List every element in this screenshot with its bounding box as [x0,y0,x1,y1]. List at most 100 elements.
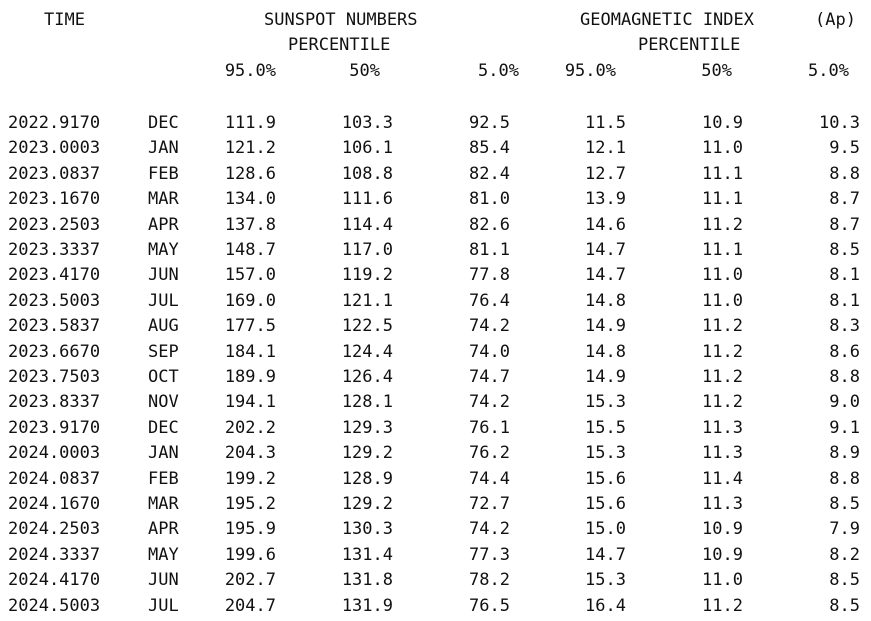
geomag-50-cell: 11.1 [702,163,743,184]
sunspot-5-cell: 74.0 [469,341,510,362]
geomag-5-cell: 8.5 [829,240,860,260]
sunspot-5-cell: 78.2 [469,570,510,591]
geomag-95-cell: 12.7 [585,163,626,184]
geomag-5-cell: 8.1 [829,265,860,286]
time-cell: 2024.0837 [8,468,101,489]
time-cell: 2023.5003 [8,290,101,311]
table-row: 2023.3337 MAY 148.7 117.0 81.1 14.7 11.1 8.5 [0,240,871,266]
table-row: 2023.0837 FEB 128.6 108.8 82.4 12.7 11.1 8.8 [0,164,871,190]
table-row: 2023.2503 APR 137.8 114.4 82.6 14.6 11.2 8.7 [0,215,871,241]
time-cell: 2024.5003 [8,595,101,616]
geomag-50-cell: 11.3 [702,443,743,464]
time-cell: 2023.0837 [8,163,101,184]
table-row: 2024.5003 JUL 204.7 131.9 76.5 16.4 11.2 8.5 [0,596,871,621]
sunspot-50-cell: 131.8 [341,570,393,591]
month-cell: MAY [148,240,179,260]
sunspot-50-cell: 122.5 [341,316,393,337]
sunspot-5-cell: 82.6 [469,214,510,235]
geomag-50-cell: 10.9 [702,544,743,565]
sunspot-50-cell: 106.1 [341,138,393,159]
time-cell: 2023.2503 [8,214,101,235]
sunspot-50-cell: 108.8 [341,163,393,184]
table-row: 2024.2503 APR 195.9 130.3 74.2 15.0 10.9 7.9 [0,519,871,545]
geomag-95-cell: 14.9 [585,316,626,337]
sunspot-5-cell: 76.5 [469,595,510,616]
sunspot-5-cell: 76.2 [469,443,510,464]
sunspot-5-cell: 76.4 [469,290,510,311]
sunspot-50-header: 50% [349,61,380,81]
time-cell: 2024.0003 [8,443,101,464]
geomag-5-cell: 8.7 [829,214,860,235]
geomag-50-cell: 11.2 [702,392,743,413]
sunspot-5-header: 5.0% [478,61,519,81]
sunspot-percentile-label: PERCENTILE [288,35,391,55]
geomag-95-cell: 15.6 [585,494,626,514]
sunspot-50-cell: 131.9 [341,595,393,616]
table-row: 2023.0003 JAN 121.2 106.1 85.4 12.1 11.0 9.5 [0,138,871,164]
sunspot-50-cell: 131.4 [341,544,393,565]
time-cell: 2024.3337 [8,544,101,565]
month-cell: MAY [148,544,179,565]
geomag-95-cell: 14.7 [585,265,626,286]
month-cell: AUG [148,316,179,337]
time-cell: 2022.9170 [8,113,101,133]
sunspot-95-cell: 199.2 [224,468,276,489]
geomag-5-cell: 8.5 [829,494,860,514]
geomag-5-cell: 8.8 [829,367,860,387]
sunspot-50-cell: 126.4 [341,367,393,387]
sunspot-95-cell: 202.7 [224,570,276,591]
geomag-95-cell: 14.7 [585,544,626,565]
table-row: 2023.5837 AUG 177.5 122.5 74.2 14.9 11.2 8.3 [0,316,871,342]
geomag-95-cell: 15.5 [585,417,626,438]
month-cell: FEB [148,163,179,184]
sunspot-50-cell: 129.3 [341,417,393,438]
geomag-5-cell: 9.5 [829,138,860,159]
table-row: 2024.3337 MAY 199.6 131.4 77.3 14.7 10.9 8.2 [0,545,871,571]
geomag-5-cell: 8.3 [829,316,860,337]
month-cell: FEB [148,468,179,489]
time-cell: 2023.4170 [8,265,101,286]
sunspot-5-cell: 74.7 [469,367,510,387]
geomag-50-cell: 11.2 [702,316,743,337]
ap-unit-label: (Ap) [815,10,856,30]
sunspot-95-header: 95.0% [224,61,276,81]
sunspot-50-cell: 129.2 [341,443,393,464]
sunspot-95-cell: 184.1 [224,341,276,362]
sunspot-95-cell: 134.0 [224,189,276,210]
geomag-5-cell: 8.6 [829,341,860,362]
table-row: 2023.6670 SEP 184.1 124.4 74.0 14.8 11.2 8.6 [0,342,871,368]
geomag-50-cell: 11.0 [702,265,743,286]
sunspot-95-cell: 121.2 [224,138,276,159]
month-cell: JUN [148,570,179,591]
sunspot-95-cell: 177.5 [224,316,276,337]
geomag-95-cell: 12.1 [585,138,626,159]
geomag-95-cell: 15.3 [585,392,626,413]
geomag-95-cell: 15.3 [585,570,626,591]
sunspot-95-cell: 148.7 [224,240,276,260]
sunspot-50-cell: 128.9 [341,468,393,489]
table-row: 2024.1670 MAR 195.2 129.2 72.7 15.6 11.3 8.5 [0,494,871,520]
geomag-5-cell: 8.5 [829,595,860,616]
geomag-95-cell: 15.0 [585,519,626,540]
geomag-50-cell: 11.0 [702,138,743,159]
month-cell: JAN [148,138,179,159]
sunspot-50-cell: 121.1 [341,290,393,311]
time-cell: 2023.7503 [8,367,101,387]
sunspot-5-cell: 82.4 [469,163,510,184]
sunspot-5-cell: 74.4 [469,468,510,489]
sunspot-50-cell: 124.4 [341,341,393,362]
geomag-95-cell: 14.7 [585,240,626,260]
geomag-95-cell: 14.6 [585,214,626,235]
table-row: 2023.8337 NOV 194.1 128.1 74.2 15.3 11.2 9.0 [0,392,871,418]
sunspot-5-cell: 74.2 [469,392,510,413]
geomag-5-cell: 8.8 [829,468,860,489]
time-cell: 2023.6670 [8,341,101,362]
geomag-95-cell: 15.6 [585,468,626,489]
sunspot-50-cell: 128.1 [341,392,393,413]
geomag-percentile-label: PERCENTILE [638,35,741,55]
sunspot-5-cell: 77.3 [469,544,510,565]
geomag-50-cell: 11.2 [702,214,743,235]
sunspot-95-cell: 128.6 [224,163,276,184]
month-cell: JUL [148,595,179,616]
geomag-50-cell: 11.4 [702,468,743,489]
